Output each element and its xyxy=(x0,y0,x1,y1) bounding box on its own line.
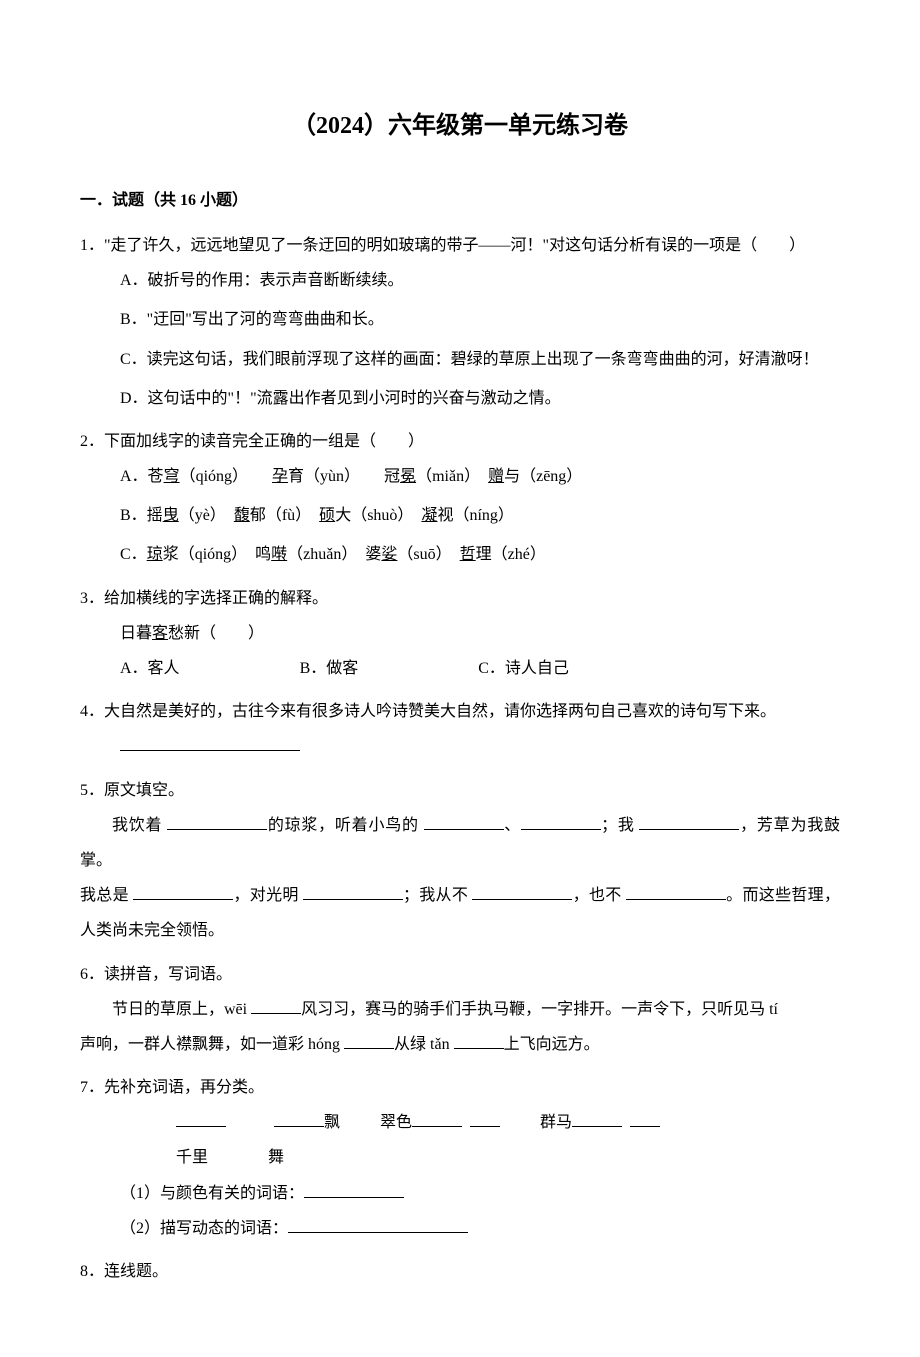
q7-item1b: 千里 xyxy=(176,1140,208,1175)
q7-stem: 7．先补充词语，再分类。 xyxy=(80,1070,840,1105)
q4-blank xyxy=(120,735,300,751)
q1-option-c: C．读完这句话，我们眼前浮现了这样的画面：碧绿的草原上出现了一条弯弯曲曲的河，好… xyxy=(120,342,840,377)
question-2: 2．下面加线字的读音完全正确的一组是（ ） A．苍穹（qióng） 孕育（yùn… xyxy=(80,424,840,573)
q7-item3: 翠色 xyxy=(380,1105,500,1140)
question-3: 3．给加横线的字选择正确的解释。 日暮客愁新（ ） A．客人 B．做客 C．诗人… xyxy=(80,581,840,687)
q5-stem: 5．原文填空。 xyxy=(80,773,840,808)
question-6: 6．读拼音，写词语。 节日的草原上，wēi 风习习，赛马的骑手们手执马鞭，一字排… xyxy=(80,957,840,1063)
q5-body2: 我总是 ，对光明 ；我从不 ，也不 。而这些哲理，人类尚未完全领悟。 xyxy=(80,878,840,948)
question-7: 7．先补充词语，再分类。 一 飘 翠色 群马 千里 舞 （1）与颜色有关的词语：… xyxy=(80,1070,840,1246)
q7-item2b: 舞 xyxy=(268,1140,284,1175)
q6-body2: 声响，一群人襟飘舞，如一道彩 hóng 从绿 tǎn 上飞向远方。 xyxy=(80,1027,840,1062)
q1-option-b: B．"迂回"写出了河的弯弯曲曲和长。 xyxy=(120,302,840,337)
question-1: 1．"走了许久，远远地望见了一条迂回的明如玻璃的带子——河！"对这句话分析有误的… xyxy=(80,228,840,416)
q2-stem: 2．下面加线字的读音完全正确的一组是（ ） xyxy=(80,424,840,459)
q2-option-b: B．摇曳（yè） 馥郁（fù） 硕大（shuò） 凝视（níng） xyxy=(120,498,840,533)
q3-stem: 3．给加横线的字选择正确的解释。 xyxy=(80,581,840,616)
q1-option-d: D．这句话中的"！"流露出作者见到小河时的兴奋与激动之情。 xyxy=(120,381,840,416)
q7-item4: 群马 xyxy=(540,1105,660,1140)
q3-sub: 日暮客愁新（ ） xyxy=(80,616,840,651)
q4-stem: 4．大自然是美好的，古往今来有很多诗人吟诗赞美大自然，请你选择两句自己喜欢的诗句… xyxy=(80,694,840,729)
q8-stem: 8．连线题。 xyxy=(80,1254,840,1289)
q2-option-c: C．琼浆（qióng） 鸣啭（zhuǎn） 婆娑（suō） 哲理（zhé） xyxy=(120,537,840,572)
q1-option-a: A．破折号的作用：表示声音断断续续。 xyxy=(120,263,840,298)
page-title: （2024）六年级第一单元练习卷 xyxy=(80,100,840,153)
q7-sub2: （2）描写动态的词语： xyxy=(80,1211,840,1246)
q7-item2: 飘 xyxy=(274,1105,340,1140)
q3-option-b: B．做客 xyxy=(300,651,359,686)
q7-sub1: （1）与颜色有关的词语： xyxy=(80,1176,840,1211)
q3-option-c: C．诗人自己 xyxy=(478,651,569,686)
question-5: 5．原文填空。 我饮着 的琼浆，听着小鸟的 、；我 ，芳草为我鼓掌。 我总是 ，… xyxy=(80,773,840,949)
q7-item1: 一 xyxy=(176,1105,234,1140)
q6-body: 节日的草原上，wēi 风习习，赛马的骑手们手执马鞭，一字排开。一声令下，只听见马… xyxy=(80,992,840,1027)
q2-option-a: A．苍穹（qióng） 孕育（yùn） 冠冕（miǎn） 赠与（zēng） xyxy=(120,459,840,494)
question-8: 8．连线题。 xyxy=(80,1254,840,1289)
section-heading: 一．试题（共 16 小题） xyxy=(80,183,840,218)
q3-option-a: A．客人 xyxy=(120,651,180,686)
question-4: 4．大自然是美好的，古往今来有很多诗人吟诗赞美大自然，请你选择两句自己喜欢的诗句… xyxy=(80,694,840,764)
q6-stem: 6．读拼音，写词语。 xyxy=(80,957,840,992)
q5-body: 我饮着 的琼浆，听着小鸟的 、；我 ，芳草为我鼓掌。 xyxy=(80,808,840,878)
q1-stem: 1．"走了许久，远远地望见了一条迂回的明如玻璃的带子——河！"对这句话分析有误的… xyxy=(80,228,840,263)
